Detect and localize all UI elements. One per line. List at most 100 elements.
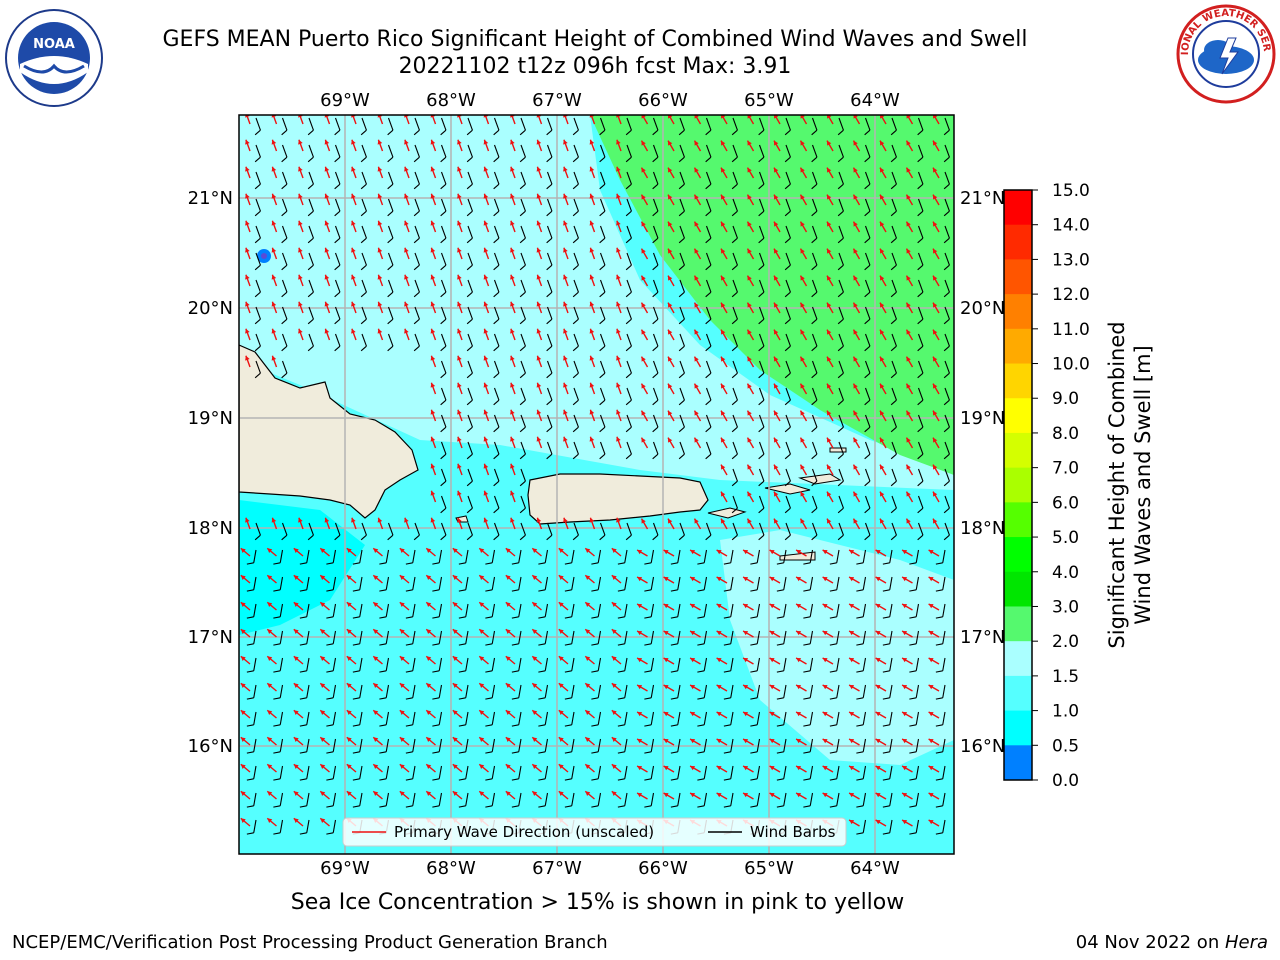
wave-arrow-head (373, 737, 379, 742)
wave-arrow-head (663, 766, 669, 771)
wave-arrow-head (293, 818, 299, 823)
wind-barb-flag (882, 697, 890, 700)
wind-barb (440, 387, 447, 401)
wind-barb-flag (705, 183, 712, 190)
wave-arrow-head (563, 355, 568, 361)
wind-barb-flag (538, 805, 546, 808)
wave-arrow-head (849, 712, 855, 717)
wave-arrow-head (875, 550, 881, 555)
wind-barb (758, 306, 765, 320)
wind-barb (597, 603, 602, 617)
wind-barb (573, 171, 579, 185)
wind-barb-flag (591, 697, 599, 700)
wind-barb-flag (705, 318, 712, 325)
wind-barb-flag (405, 724, 413, 727)
wind-barb-flag (466, 453, 473, 460)
wind-barb-flag (890, 345, 897, 352)
wave-arrow-head (510, 247, 515, 253)
wind-barb (385, 603, 390, 617)
wind-barb-flag (890, 426, 897, 433)
wind-barb-flag (273, 778, 281, 781)
wave-arrow-head (346, 602, 352, 607)
wave-arrow-head (616, 355, 621, 361)
wind-barb (783, 576, 787, 590)
colorbar-segment (1004, 537, 1032, 573)
wind-barb-flag (670, 778, 678, 781)
wind-barb-flag (307, 183, 314, 190)
wind-barb (253, 630, 257, 644)
wind-barb-flag (440, 426, 447, 433)
wave-arrow-head (293, 710, 299, 715)
wave-arrow-head (611, 683, 617, 688)
wind-barb-flag (466, 345, 473, 352)
wind-barb-flag (731, 237, 738, 244)
wave-arrow-head (510, 220, 515, 226)
wind-barb (864, 441, 871, 455)
wind-barb (255, 252, 261, 266)
wind-barb (544, 603, 549, 617)
wind-barb-flag (917, 129, 924, 136)
wind-barb-flag (758, 453, 765, 460)
wave-arrow-head (558, 683, 564, 688)
wind-barb-flag (890, 183, 897, 190)
wind-barb-flag (546, 534, 553, 541)
wind-barb (679, 441, 685, 455)
wind-barb (544, 657, 549, 671)
wave-arrow-head (271, 166, 277, 172)
wind-barb (308, 225, 314, 239)
wind-barb-flag (519, 210, 526, 217)
wind-barb (756, 549, 761, 563)
wind-barb (624, 711, 628, 725)
wind-barb-flag (811, 372, 818, 379)
wind-barb (942, 657, 946, 671)
wind-barb-flag (882, 589, 890, 592)
wind-barb (440, 333, 447, 347)
wind-barb (732, 117, 738, 131)
wind-barb (944, 360, 950, 374)
wave-arrow-head (796, 739, 802, 744)
wave-arrow-head (430, 517, 436, 523)
wind-barb-flag (644, 778, 652, 781)
wave-arrow-head (298, 517, 303, 523)
wind-barb-flag (856, 562, 864, 565)
wind-barb (412, 792, 416, 806)
wind-barb (493, 306, 500, 320)
wind-barb (493, 387, 500, 401)
wind-barb-flag (485, 589, 493, 592)
wind-barb (359, 765, 363, 779)
wind-barb (891, 495, 897, 509)
wind-barb-flag (246, 751, 254, 754)
wind-barb (279, 684, 284, 698)
wind-barb-flag (405, 751, 413, 754)
wave-arrow-head (774, 221, 779, 227)
lat-label-left: 18°N (188, 518, 233, 539)
wind-barb-flag (617, 616, 625, 619)
wave-arrow-head (747, 491, 752, 497)
wave-arrow-head (928, 631, 934, 636)
wind-barb-flag (731, 534, 738, 541)
wave-arrow-head (716, 793, 722, 798)
wave-arrow-head (849, 631, 855, 636)
wind-barb (889, 657, 893, 671)
wave-arrow-head (536, 139, 542, 145)
wind-barb (915, 819, 920, 833)
wave-arrow-head (880, 437, 885, 443)
wave-arrow-head (245, 220, 250, 226)
wind-barb (438, 603, 443, 617)
wave-arrow-head (293, 737, 299, 742)
wind-barb (491, 630, 496, 644)
wind-barb (862, 765, 867, 779)
wind-barb-flag (625, 372, 632, 379)
wind-barb-flag (909, 589, 917, 592)
wave-arrow-head (399, 602, 405, 607)
wave-arrow-head (774, 167, 779, 173)
wind-barb (703, 765, 708, 779)
wave-arrow-head (293, 683, 299, 688)
wind-barb (255, 144, 261, 158)
wind-barb (412, 576, 416, 590)
wind-barb (730, 792, 734, 806)
wave-arrow-head (430, 436, 436, 442)
wind-barb (438, 630, 443, 644)
wave-arrow-head (324, 139, 330, 145)
wind-barb (414, 198, 420, 212)
